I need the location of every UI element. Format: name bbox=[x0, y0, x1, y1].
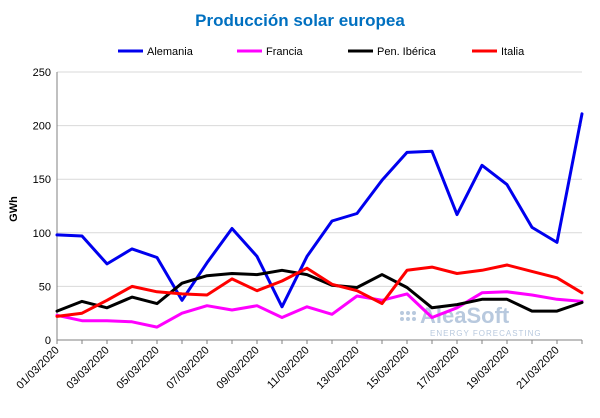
series-lines bbox=[55, 112, 584, 329]
x-tick-label: 13/03/2020 bbox=[314, 344, 361, 391]
watermark-tagline: ENERGY FORECASTING bbox=[430, 329, 542, 338]
series-line-italia bbox=[55, 263, 584, 318]
x-tick-label: 17/03/2020 bbox=[414, 344, 461, 391]
x-tick-label: 09/03/2020 bbox=[214, 344, 261, 391]
y-tick-label: 150 bbox=[33, 174, 51, 186]
legend-label: Pen. Ibérica bbox=[377, 46, 437, 58]
legend: Alemania Francia Pen. Ibérica Italia bbox=[118, 46, 525, 58]
x-tick-label: 07/03/2020 bbox=[164, 344, 211, 391]
x-tick-label: 11/03/2020 bbox=[265, 344, 312, 391]
x-tick-label: 15/03/2020 bbox=[364, 344, 411, 391]
x-axis-ticks: 01/03/2020 03/03/2020 05/03/2020 07/03/2020… bbox=[14, 340, 583, 392]
y-tick-label: 200 bbox=[33, 121, 51, 133]
legend-label: Italia bbox=[501, 46, 525, 58]
series-line-pen-ib-rica bbox=[55, 268, 584, 313]
chart-title: Producción solar europea bbox=[195, 11, 405, 30]
legend-label: Alemania bbox=[147, 46, 194, 58]
series-line-francia bbox=[55, 290, 584, 329]
x-tick-label: 21/03/2020 bbox=[514, 344, 561, 391]
y-tick-label: 50 bbox=[39, 281, 51, 293]
y-axis-label: GWh bbox=[8, 196, 20, 222]
axes bbox=[56, 72, 582, 341]
y-tick-label: 250 bbox=[33, 67, 51, 79]
x-tick-label: 19/03/2020 bbox=[464, 344, 511, 391]
y-tick-label: 100 bbox=[33, 228, 51, 240]
watermark-logo-icon bbox=[400, 311, 416, 321]
series-line-alemania bbox=[55, 112, 584, 309]
legend-label: Francia bbox=[266, 46, 304, 58]
x-tick-label: 05/03/2020 bbox=[114, 344, 161, 391]
y-tick-label: 0 bbox=[45, 335, 51, 347]
x-tick-label: 01/03/2020 bbox=[14, 344, 61, 391]
gridlines bbox=[57, 71, 582, 287]
y-axis-ticks: 0 50 100 150 200 250 bbox=[33, 67, 51, 347]
x-tick-label: 03/03/2020 bbox=[64, 344, 111, 391]
